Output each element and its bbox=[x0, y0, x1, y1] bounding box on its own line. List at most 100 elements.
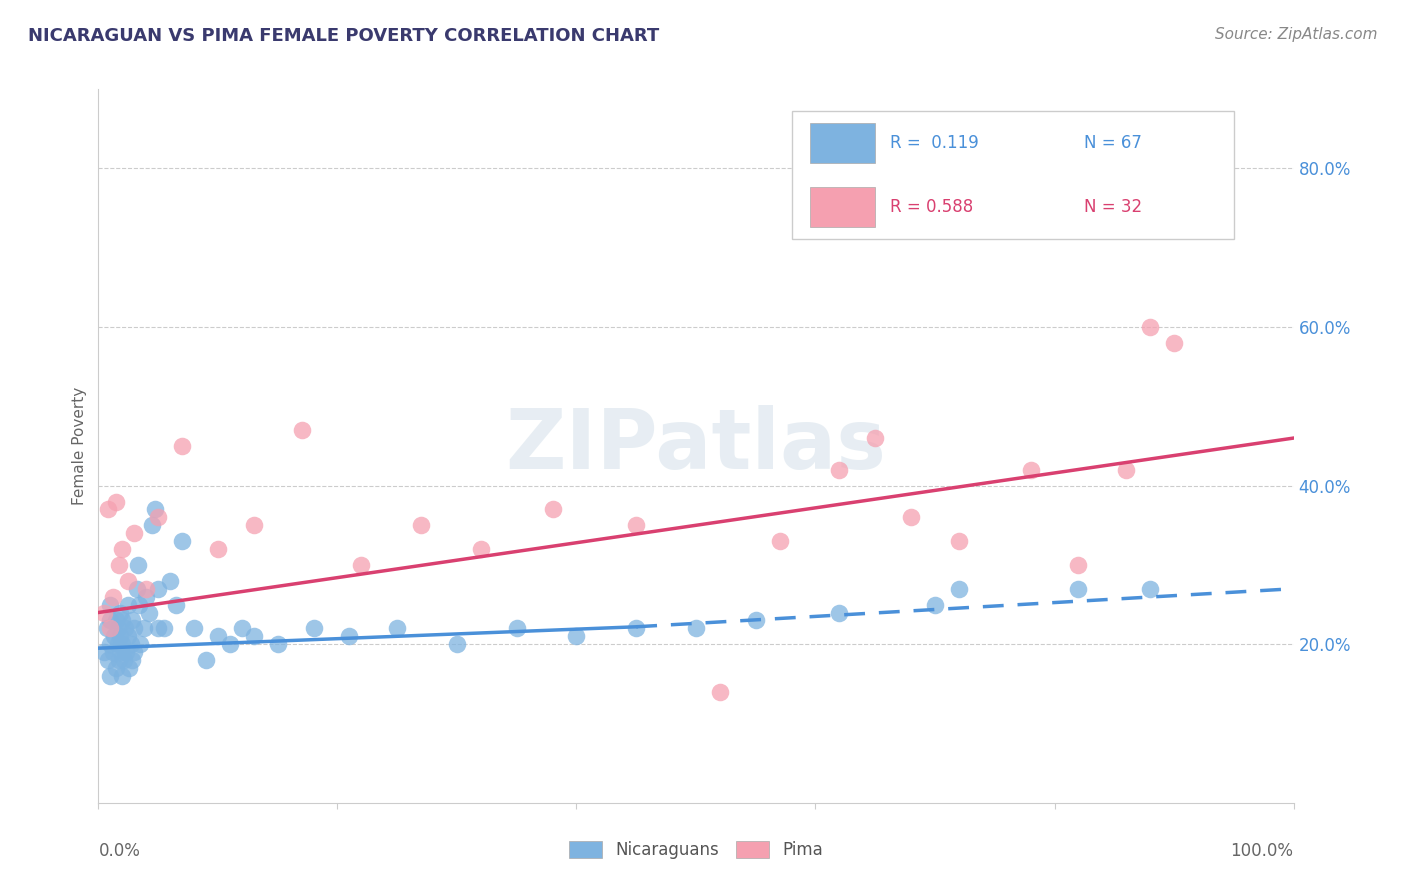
Point bbox=[506, 621, 529, 635]
Point bbox=[148, 621, 170, 635]
Point bbox=[745, 614, 768, 628]
Point bbox=[267, 637, 290, 651]
Point bbox=[112, 653, 135, 667]
Point bbox=[121, 614, 143, 628]
Point bbox=[626, 621, 648, 635]
Point bbox=[135, 590, 157, 604]
Point bbox=[1139, 320, 1161, 334]
Point bbox=[111, 614, 134, 628]
Point bbox=[243, 518, 266, 533]
Point bbox=[865, 431, 887, 445]
Text: NICARAGUAN VS PIMA FEMALE POVERTY CORRELATION CHART: NICARAGUAN VS PIMA FEMALE POVERTY CORREL… bbox=[28, 27, 659, 45]
Point bbox=[183, 621, 205, 635]
Point bbox=[172, 534, 194, 549]
Point bbox=[103, 629, 125, 643]
Point bbox=[350, 558, 373, 572]
Point bbox=[243, 629, 266, 643]
Point bbox=[153, 621, 176, 635]
Point bbox=[111, 637, 134, 651]
Point bbox=[120, 637, 142, 651]
Text: R = 0.588: R = 0.588 bbox=[890, 198, 973, 216]
Point bbox=[828, 606, 851, 620]
Text: 0.0%: 0.0% bbox=[98, 842, 141, 860]
Point bbox=[127, 558, 149, 572]
Point bbox=[207, 629, 229, 643]
Point bbox=[93, 606, 115, 620]
Point bbox=[138, 606, 160, 620]
Point bbox=[107, 653, 129, 667]
Point bbox=[97, 502, 120, 516]
Point bbox=[685, 621, 707, 635]
Point bbox=[129, 637, 152, 651]
Text: N = 67: N = 67 bbox=[1084, 134, 1142, 152]
Point bbox=[124, 526, 146, 541]
Point bbox=[195, 653, 218, 667]
Point bbox=[900, 510, 922, 524]
Point bbox=[105, 661, 128, 675]
FancyBboxPatch shape bbox=[810, 187, 876, 227]
Point bbox=[111, 542, 134, 557]
Point bbox=[117, 629, 139, 643]
Point bbox=[828, 463, 851, 477]
Point bbox=[143, 502, 166, 516]
Point bbox=[924, 598, 946, 612]
Point bbox=[148, 510, 170, 524]
Point bbox=[165, 598, 187, 612]
Point bbox=[1163, 335, 1185, 350]
FancyBboxPatch shape bbox=[810, 123, 876, 162]
Y-axis label: Female Poverty: Female Poverty bbox=[72, 387, 87, 505]
Point bbox=[105, 614, 128, 628]
Point bbox=[111, 669, 134, 683]
Point bbox=[948, 534, 970, 549]
Point bbox=[565, 629, 588, 643]
Point bbox=[124, 621, 146, 635]
Point bbox=[98, 669, 122, 683]
Point bbox=[110, 645, 132, 659]
Text: N = 32: N = 32 bbox=[1084, 198, 1143, 216]
Text: Source: ZipAtlas.com: Source: ZipAtlas.com bbox=[1215, 27, 1378, 42]
Point bbox=[541, 502, 564, 516]
Point bbox=[107, 637, 129, 651]
Point bbox=[1115, 463, 1137, 477]
Text: R =  0.119: R = 0.119 bbox=[890, 134, 979, 152]
Point bbox=[207, 542, 229, 557]
Point bbox=[108, 629, 131, 643]
Point bbox=[446, 637, 468, 651]
Point bbox=[172, 439, 194, 453]
Point bbox=[115, 645, 138, 659]
Point bbox=[1139, 582, 1161, 596]
Point bbox=[117, 598, 139, 612]
Point bbox=[97, 653, 120, 667]
Point bbox=[93, 645, 115, 659]
Text: 100.0%: 100.0% bbox=[1230, 842, 1294, 860]
Point bbox=[108, 606, 131, 620]
Point bbox=[101, 645, 124, 659]
Point bbox=[118, 661, 141, 675]
Text: ZIPatlas: ZIPatlas bbox=[506, 406, 886, 486]
Point bbox=[709, 685, 731, 699]
Point bbox=[148, 582, 170, 596]
Point bbox=[291, 423, 314, 437]
Point bbox=[107, 621, 129, 635]
Point bbox=[98, 621, 122, 635]
Point bbox=[98, 598, 122, 612]
Point bbox=[626, 518, 648, 533]
Point bbox=[96, 621, 118, 635]
Point bbox=[1199, 161, 1222, 176]
Point bbox=[219, 637, 242, 651]
Point bbox=[231, 621, 253, 635]
Legend: Nicaraguans, Pima: Nicaraguans, Pima bbox=[562, 834, 830, 866]
Point bbox=[107, 558, 129, 572]
Point bbox=[125, 582, 148, 596]
Point bbox=[385, 621, 409, 635]
Point bbox=[470, 542, 492, 557]
Point bbox=[135, 582, 157, 596]
Point bbox=[302, 621, 325, 635]
Point bbox=[132, 621, 155, 635]
FancyBboxPatch shape bbox=[792, 111, 1234, 239]
Point bbox=[98, 637, 122, 651]
Point bbox=[141, 518, 163, 533]
Point bbox=[1019, 463, 1042, 477]
Point bbox=[339, 629, 361, 643]
Point bbox=[114, 621, 136, 635]
